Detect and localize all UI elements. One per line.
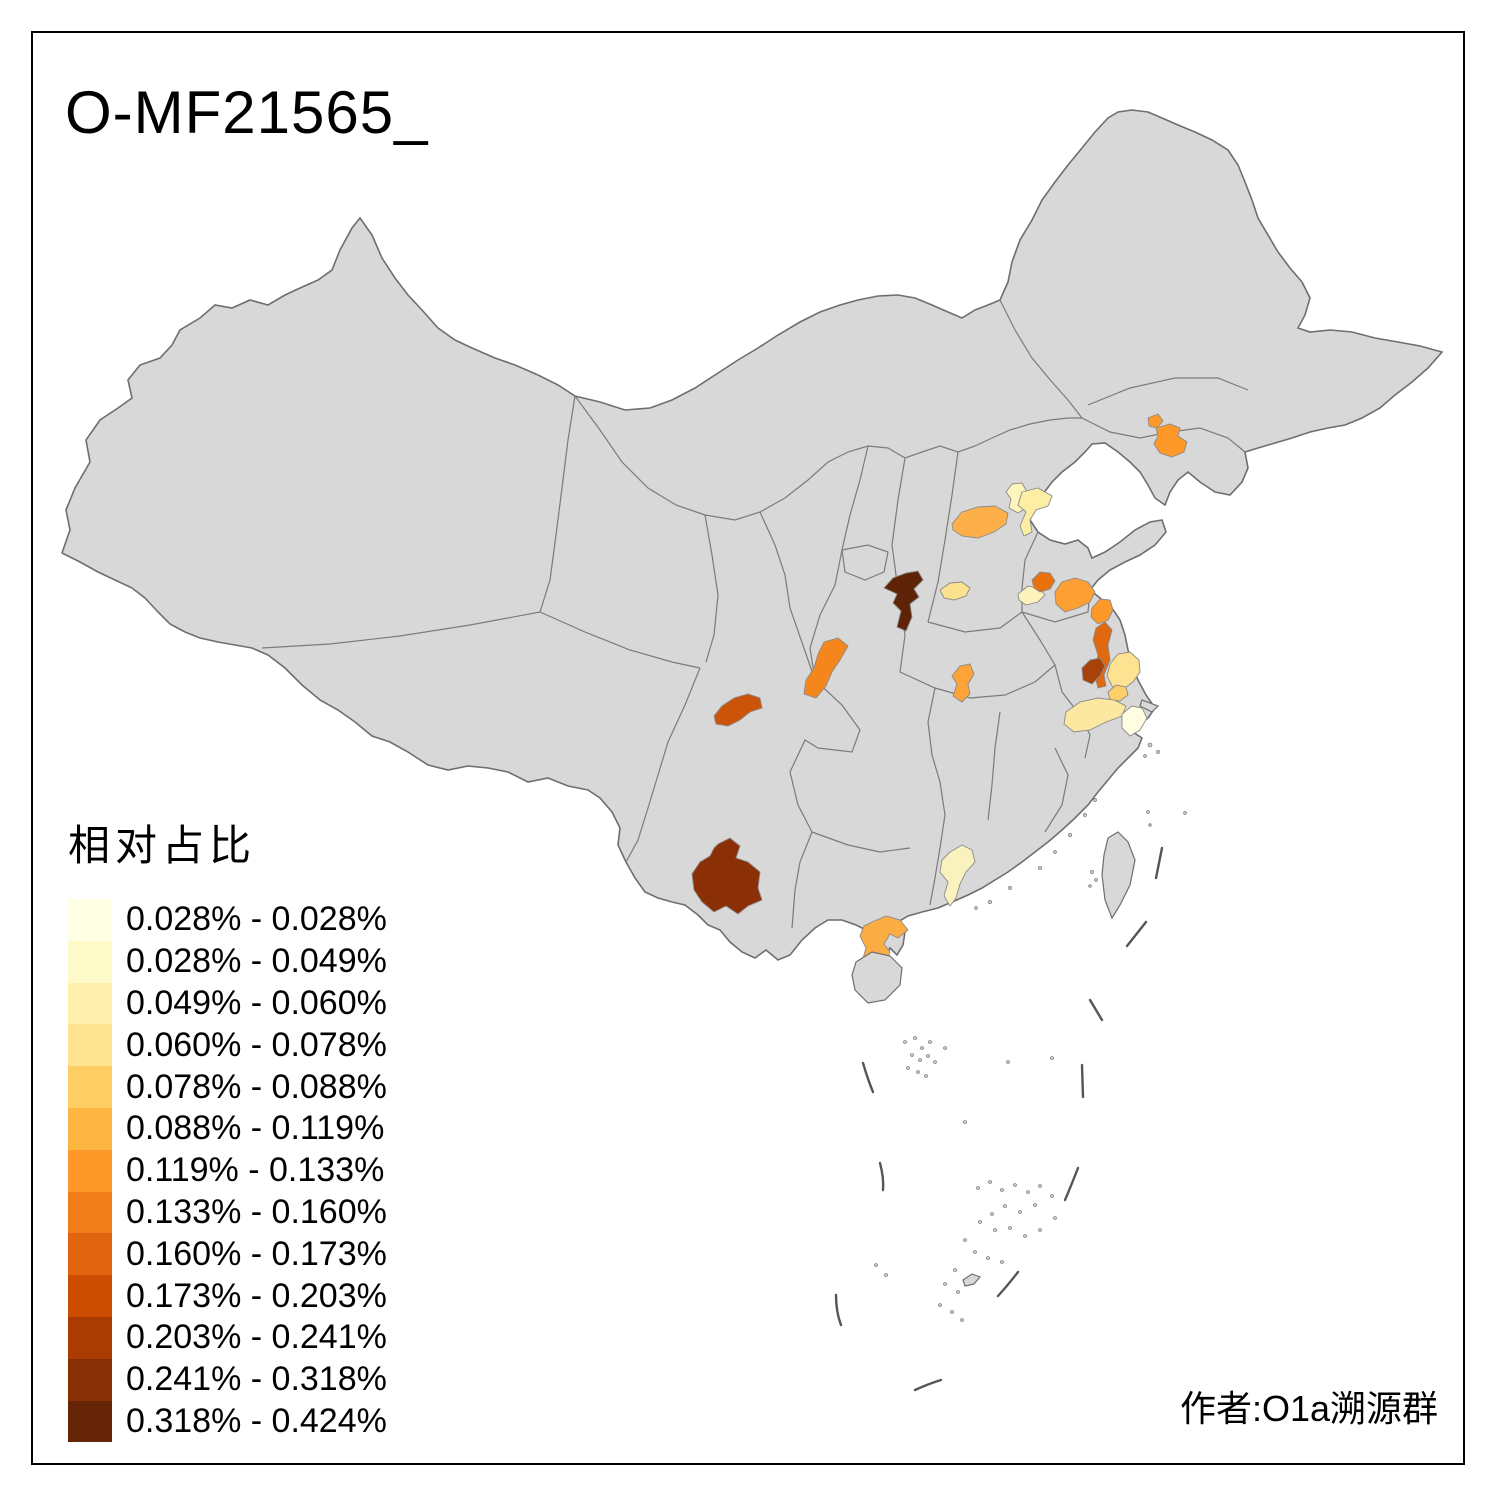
legend-item: 0.241% - 0.318%: [68, 1358, 387, 1401]
legend-label: 0.173% - 0.203%: [126, 1276, 387, 1315]
legend-label: 0.133% - 0.160%: [126, 1192, 387, 1231]
legend-swatch: [68, 1316, 112, 1359]
plot-frame: [31, 31, 1465, 1465]
legend-swatch: [68, 1358, 112, 1401]
legend-swatch: [68, 1191, 112, 1234]
legend-label: 0.119% - 0.133%: [126, 1151, 385, 1190]
legend-swatch: [68, 899, 112, 941]
legend-swatch: [68, 1024, 112, 1067]
legend-swatch: [68, 1233, 112, 1276]
legend-item: 0.119% - 0.133%: [68, 1149, 387, 1192]
legend-swatch: [68, 940, 112, 983]
legend-item: 0.028% - 0.028%: [68, 899, 387, 941]
map-region-guangdong-north: [939, 844, 976, 907]
legend-label: 0.028% - 0.049%: [126, 942, 387, 981]
coastal-islets: [974, 742, 1187, 910]
mainland-outline: [61, 109, 1444, 961]
legend-item: 0.173% - 0.203%: [68, 1275, 387, 1317]
legend-swatch: [68, 1400, 112, 1443]
map-region-jiangsu-south-dark: [1081, 657, 1106, 685]
legend-item: 0.133% - 0.160%: [68, 1191, 387, 1234]
map-region-liaoning-central: [1147, 413, 1188, 458]
nine-dash-line: [834, 846, 1164, 1392]
map-region-beijing-east-pale: [1017, 487, 1053, 537]
map-region-shanxi-gold: [939, 581, 971, 601]
legend-rows: 0.028% - 0.028% 0.028% - 0.049% 0.049% -…: [68, 899, 387, 1443]
legend-label: 0.028% - 0.028%: [126, 900, 387, 939]
map-region-yunnan-southeast: [691, 837, 763, 915]
legend: 相对占比 0.028% - 0.028% 0.028% - 0.049% 0.0…: [68, 812, 387, 1443]
map-region-chongqing-west: [803, 637, 849, 699]
legend-swatch: [68, 1149, 112, 1192]
legend-label: 0.049% - 0.060%: [126, 983, 387, 1022]
legend-label: 0.203% - 0.241%: [126, 1318, 387, 1357]
legend-item: 0.203% - 0.241%: [68, 1316, 387, 1359]
legend-label: 0.078% - 0.088%: [126, 1067, 387, 1106]
hainan-island: [851, 951, 903, 1004]
legend-swatch: [68, 1275, 112, 1317]
map-region-shanghai-cream: [1121, 705, 1148, 737]
map-region-jiangsu-coast-north: [1090, 598, 1114, 625]
map-region-jiangsu-northwest: [1054, 577, 1096, 613]
map-region-hebei-southwest: [951, 505, 1009, 539]
legend-swatch: [68, 1066, 112, 1108]
legend-swatch: [68, 982, 112, 1025]
legend-label: 0.060% - 0.078%: [126, 1025, 387, 1064]
choropleth-regions: [691, 413, 1188, 977]
legend-label: 0.241% - 0.318%: [126, 1360, 387, 1399]
south-china-sea-islets: [874, 1036, 1057, 1322]
attribution: 作者:O1a溯源群: [1179, 1388, 1438, 1429]
legend-swatch: [68, 1107, 112, 1150]
page-title: O-MF21565_: [65, 79, 429, 146]
map-region-shandong-southwest: [1031, 571, 1056, 593]
taiwan-island: [1101, 831, 1136, 920]
legend-item: 0.088% - 0.119%: [68, 1107, 387, 1150]
legend-item: 0.028% - 0.049%: [68, 940, 387, 983]
legend-item: 0.060% - 0.078%: [68, 1024, 387, 1067]
legend-item: 0.078% - 0.088%: [68, 1066, 387, 1108]
legend-item: 0.318% - 0.424%: [68, 1400, 387, 1443]
map-region-jiangsu-east-gold: [1106, 651, 1141, 691]
dongsha-island: [962, 1273, 982, 1287]
legend-title: 相对占比: [68, 822, 257, 869]
map-region-henan-south-orange: [951, 663, 975, 703]
legend-label: 0.160% - 0.173%: [126, 1234, 387, 1273]
map-region-shanxi-dark: [883, 570, 924, 632]
legend-item: 0.160% - 0.173%: [68, 1233, 387, 1276]
legend-label: 0.318% - 0.424%: [126, 1401, 387, 1440]
legend-item: 0.049% - 0.060%: [68, 982, 387, 1025]
chongming-island: [1139, 699, 1160, 713]
legend-label: 0.088% - 0.119%: [126, 1109, 385, 1148]
map-region-sichuan-south: [713, 693, 763, 727]
